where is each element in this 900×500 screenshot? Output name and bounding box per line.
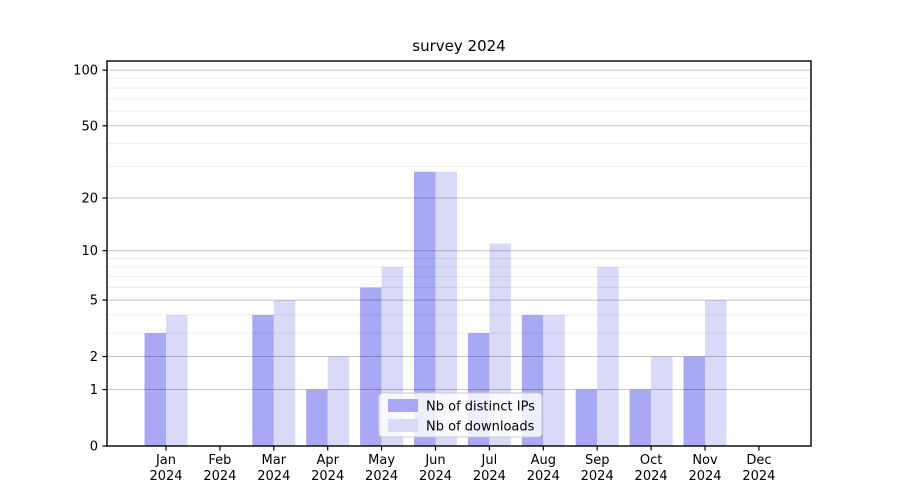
bar-ips-nov xyxy=(683,356,705,446)
x-tick-label-sep: Sep 2024 xyxy=(581,453,614,484)
legend-box xyxy=(378,392,543,438)
bar-ips-jan xyxy=(144,333,166,446)
x-tick-label-jun: Jun 2024 xyxy=(419,453,452,484)
bar-downloads-sep xyxy=(597,267,619,446)
plot-border xyxy=(106,60,812,447)
x-tick-label-apr: Apr 2024 xyxy=(311,453,344,484)
x-tick-label-feb: Feb 2024 xyxy=(203,453,236,484)
x-tick-label-jul: Jul 2024 xyxy=(473,453,506,484)
x-tick-label-aug: Aug 2024 xyxy=(527,453,560,484)
legend-label-ips: Nb of distinct IPs xyxy=(426,400,535,415)
x-tick-label-nov: Nov 2024 xyxy=(688,453,721,484)
bar-downloads-jan xyxy=(166,314,188,446)
bar-ips-may xyxy=(360,287,382,446)
grid-layer xyxy=(107,69,811,391)
bar-ips-sep xyxy=(575,389,598,446)
y-tick-label-100: 100 xyxy=(73,64,98,79)
bar-downloads-mar xyxy=(273,300,296,446)
chart-title: survey 2024 xyxy=(412,37,505,55)
bar-downloads-nov xyxy=(705,300,727,446)
bar-ips-oct xyxy=(629,389,652,446)
y-tick-label-50: 50 xyxy=(81,119,98,134)
legend: Nb of distinct IPs Nb of downloads xyxy=(378,392,543,438)
legend-swatch-downloads xyxy=(388,419,418,432)
bar-downloads-jun xyxy=(435,171,457,446)
legend-label-downloads: Nb of downloads xyxy=(426,420,535,435)
bar-ips-apr xyxy=(306,389,328,446)
y-tick-label-5: 5 xyxy=(90,294,98,309)
x-tick-label-oct: Oct 2024 xyxy=(635,453,668,484)
bar-ips-jun xyxy=(414,171,436,446)
x-tick-label-jan: Jan 2024 xyxy=(149,453,182,484)
y-tick-label-10: 10 xyxy=(81,244,98,259)
axes-layer: 0 1 2 5 10 20 50 100 Jan 2024 Feb 2024 Mar 2024 Apr 202… xyxy=(73,60,812,484)
bar-downloads-oct xyxy=(651,356,673,446)
x-tick-label-dec: Dec 2024 xyxy=(742,453,775,484)
y-tick-label-0: 0 xyxy=(90,440,98,455)
bar-downloads-aug xyxy=(543,314,565,446)
y-tick-label-20: 20 xyxy=(81,192,98,207)
bar-downloads-apr xyxy=(327,356,350,446)
x-tick-label-may: May 2024 xyxy=(365,453,398,484)
legend-swatch-ips xyxy=(388,399,418,412)
y-tick-label-2: 2 xyxy=(90,350,98,365)
bar-ips-mar xyxy=(252,314,274,446)
y-tick-label-1: 1 xyxy=(90,383,98,398)
x-tick-label-mar: Mar 2024 xyxy=(257,453,290,484)
